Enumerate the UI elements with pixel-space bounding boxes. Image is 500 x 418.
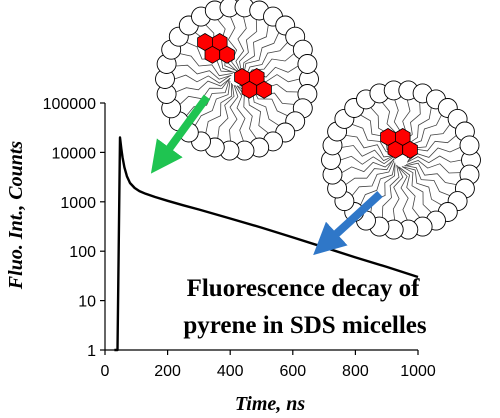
micelle-with-pyrene-monomer: [321, 80, 481, 240]
decay-curve: [114, 136, 419, 352]
pyrene-ring: [256, 80, 272, 99]
x-tick-label: 0: [101, 363, 110, 380]
axes: [104, 103, 418, 351]
x-tick-label: 1000: [400, 363, 436, 380]
surfactant-tail: [345, 158, 395, 185]
pyrene-ring: [219, 45, 235, 64]
pyrene-ring: [204, 45, 221, 64]
monomer-arrow: [313, 191, 383, 256]
x-tick-label: 600: [279, 363, 306, 380]
surfactant-tail: [341, 145, 397, 162]
y-tick-label: 10: [78, 294, 96, 311]
surfactant-tail: [398, 166, 421, 218]
surfactant-tail: [402, 166, 442, 206]
surfactant-tail: [179, 53, 233, 77]
surfactant-tail: [404, 165, 451, 196]
surfactant-heads: [155, 0, 319, 161]
y-tick-label: 1: [87, 343, 96, 360]
surfactant-tail: [235, 16, 247, 74]
surfactant-tail: [360, 162, 396, 206]
surfactant-tail: [351, 160, 395, 196]
pyrene-molecule: [197, 33, 272, 99]
surfactant-tail: [244, 42, 288, 80]
surfactant-tail: [239, 19, 258, 75]
pyrene-ring: [402, 140, 418, 159]
surfactant-tail: [406, 160, 461, 174]
micelle-illustrations: [155, 0, 481, 240]
surfactant-tail: [370, 163, 396, 213]
surfactant-tail: [174, 74, 232, 84]
surfactant-tail: [229, 84, 239, 142]
surfactant-tail: [381, 164, 400, 218]
x-axis-title: Time, ns: [235, 393, 306, 415]
y-tick-label: 1000: [60, 195, 96, 212]
y-tick-label: 100000: [43, 96, 96, 113]
surfactant-tail: [243, 32, 280, 77]
annotation-line-1: Fluorescence decay of: [187, 275, 420, 302]
surfactant-tail: [406, 155, 462, 164]
excimer-arrow: [150, 94, 211, 174]
y-ticks: 1 10 100 1000 10000 100000: [43, 96, 105, 360]
surfactant-tail: [234, 85, 246, 142]
surfactant-tail: [345, 135, 397, 158]
annotation-line-2: pyrene in SDS micelles: [183, 312, 427, 339]
y-axis-title: Fluo. Int., Counts: [5, 141, 27, 291]
surfactant-tail: [175, 64, 232, 80]
surfactant-tail: [341, 158, 395, 173]
surfactant-tail: [404, 162, 457, 185]
pyrene-molecule: [380, 128, 418, 159]
surfactant-tails: [340, 99, 462, 221]
y-tick-label: 100: [69, 244, 96, 261]
surfactant-tail: [227, 16, 241, 73]
surfactant-tail: [217, 83, 235, 139]
surfactant-tail: [401, 166, 432, 213]
surfactant-tail: [392, 165, 404, 221]
surfactant-tail: [397, 166, 409, 221]
surfactant-tail: [242, 24, 269, 76]
surfactant-head: [459, 135, 480, 156]
surfactant-head: [297, 54, 318, 74]
surfactant-tail: [179, 78, 231, 105]
x-ticks: 0 200 400 600 800 1000: [101, 350, 436, 380]
surfactant-tail: [205, 82, 233, 134]
x-tick-label: 800: [342, 363, 369, 380]
surfactant-tail: [175, 77, 231, 93]
surfactant-tail: [340, 155, 396, 165]
y-tick-label: 10000: [52, 145, 97, 162]
x-tick-label: 200: [154, 363, 181, 380]
surfactant-tail: [194, 81, 231, 126]
x-tick-label: 400: [217, 363, 244, 380]
surfactant-heads: [321, 80, 481, 240]
